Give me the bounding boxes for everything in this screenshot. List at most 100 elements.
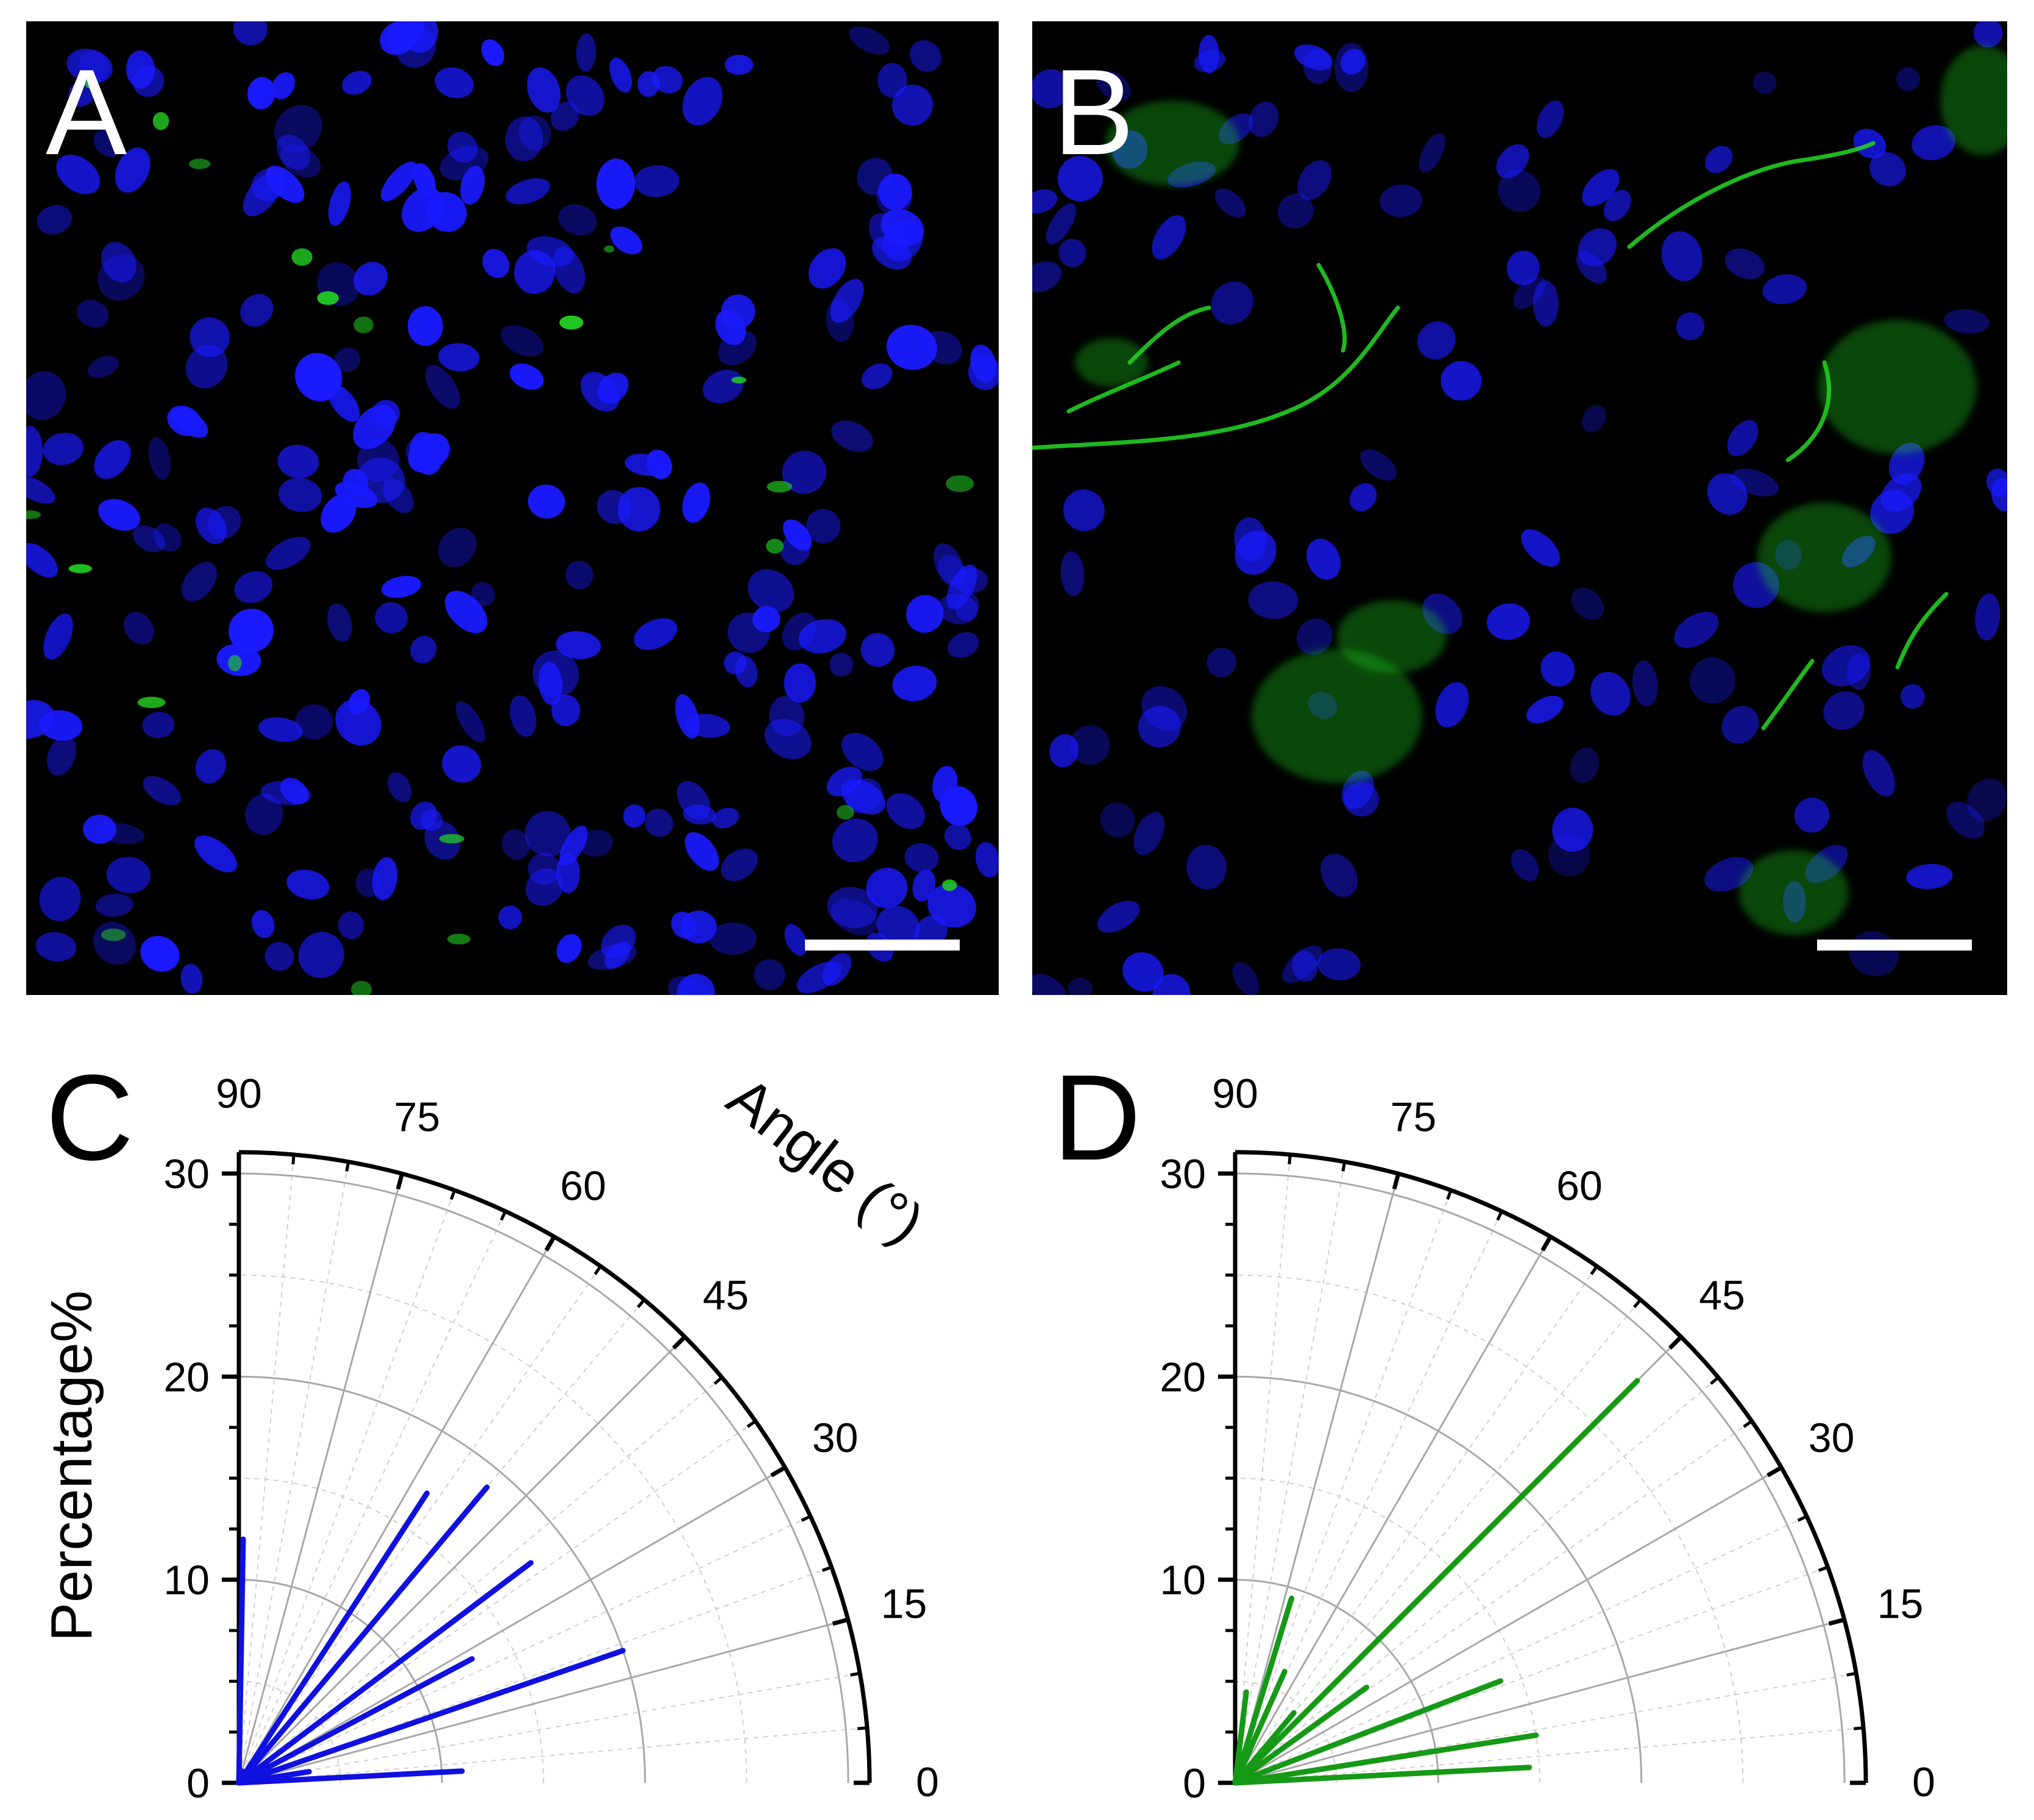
nucleus [77,300,109,328]
minor-ring [238,1274,748,1783]
nucleus [528,484,565,519]
nucleus [676,974,715,995]
nucleus [782,519,812,551]
data-bar [236,1490,430,1786]
nucleus [904,843,939,873]
nucleus [286,869,330,900]
nucleus [153,523,182,552]
nucleus [405,436,452,466]
nucleus [1057,155,1103,202]
marker-process [1761,659,1815,731]
nucleus [1582,169,1620,207]
nucleus [1133,812,1165,855]
marker-spot [291,248,313,266]
nucleus [525,868,564,906]
nucleus [1380,184,1423,218]
nucleus [580,372,620,412]
nucleus [26,543,58,578]
nucleus [1496,144,1529,179]
series-c [236,1484,626,1786]
radial-tick-label: 30 [1160,1151,1206,1197]
nucleus [841,732,884,771]
nucleus [923,330,962,365]
nucleus [720,848,758,881]
minor-spoke [238,1211,506,1783]
nucleus [1296,618,1333,655]
nucleus [1049,734,1079,768]
nucleus [233,21,268,46]
marker-spot [439,834,465,844]
nucleus [675,694,700,739]
nucleus [556,933,582,963]
angle-axis-title: Angle (°) [716,1064,936,1256]
nucleus [196,508,227,544]
data-bar [236,1656,475,1786]
nuclei-stain [26,21,999,995]
nucleus [1578,228,1617,267]
data-bar [1232,1689,1249,1786]
nucleus [1122,952,1164,992]
nucleus [831,420,873,452]
nucleus [798,619,846,654]
nucleus [266,537,311,570]
angle-tick [1766,1465,1783,1478]
nucleus [46,735,77,776]
marker-stain [1032,46,2007,935]
major-spoke [1234,1236,1551,1783]
data-bar [1232,1710,1297,1786]
major-spoke [1235,1618,1845,1784]
nucleus [1690,657,1735,704]
nucleus [43,614,73,660]
nucleus [644,809,673,837]
nucleus [1727,420,1759,456]
marker-process [1032,305,1400,450]
nucleus [1194,50,1226,73]
micrograph-a-image [26,21,999,995]
nucleus [652,66,683,94]
nucleus [445,590,487,634]
nucleus [375,602,408,634]
nucleus [1060,551,1085,597]
minor-spoke [238,1266,601,1783]
nucleus [1944,309,1990,334]
nucleus [83,814,116,844]
nucleus [498,905,522,930]
nucleus [1526,695,1564,724]
nucleus [434,67,474,99]
nucleus [609,57,633,93]
nucleus [623,804,646,828]
angle-tick [1709,1376,1720,1385]
nucleus [26,475,55,504]
angle-tick-label: 30 [812,1415,859,1461]
angle-tick [544,1235,556,1252]
nucleus [247,77,275,110]
marker-spot [152,112,169,130]
nucleus [1214,188,1246,218]
panel-label-b: B [1053,44,1135,180]
nucleus [1435,682,1469,728]
nucleus [1661,231,1703,281]
angle-tick [672,1335,687,1350]
nucleus [1896,67,1920,91]
minor-spoke [1235,1299,1642,1783]
nucleus [321,494,356,533]
nucleus [132,65,165,97]
angle-tick [637,1298,646,1309]
nucleus [1234,517,1267,562]
nucleus [782,450,827,494]
nucleus [93,129,121,157]
nucleus [402,187,444,232]
marker-spot [228,654,242,671]
nucleus [505,116,544,161]
data-bar [1232,1595,1295,1786]
minor-spoke [1235,1727,1864,1783]
major-ring [238,1579,443,1783]
nucleus [356,439,400,482]
nucleus [276,134,311,170]
radial-tick-label: 20 [163,1354,210,1400]
nucleus [559,826,588,866]
marker-spot [942,879,957,891]
angle-tick [801,1515,812,1522]
nucleus [509,695,536,737]
nucleus [372,400,400,427]
